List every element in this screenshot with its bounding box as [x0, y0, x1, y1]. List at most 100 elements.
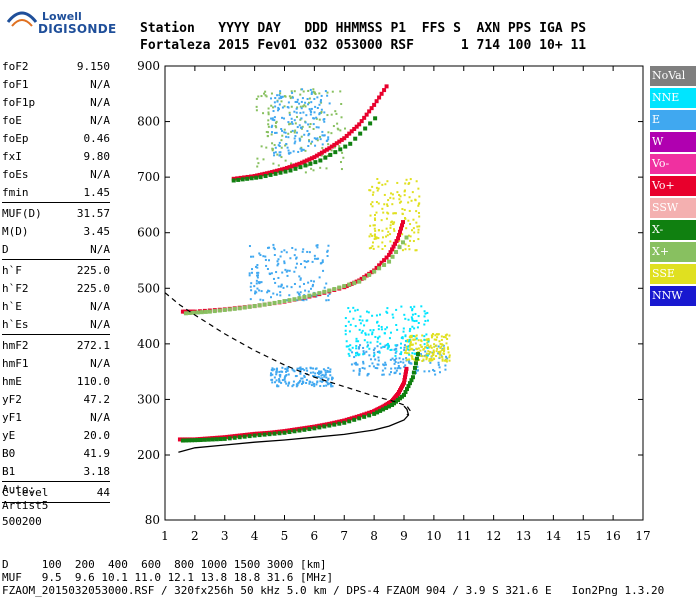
- spread-echo-point: [383, 203, 386, 206]
- spread-echo-point: [310, 294, 313, 297]
- x-tick-label: 4: [251, 529, 259, 543]
- spread-echo-point: [409, 335, 412, 338]
- spread-echo-point: [412, 338, 415, 341]
- spread-echo-point: [272, 277, 275, 280]
- echo-trace-point: [280, 429, 285, 434]
- parameter-value: 9.150: [76, 60, 110, 73]
- spread-echo-point: [362, 353, 365, 356]
- spread-echo-point: [432, 332, 435, 335]
- echo-trace-point: [375, 410, 380, 415]
- spread-echo-point: [423, 338, 426, 341]
- spread-echo-point: [250, 289, 253, 292]
- spread-echo-point: [349, 349, 352, 352]
- spread-echo-point: [277, 108, 280, 111]
- spread-echo-point: [298, 367, 301, 370]
- spread-echo-point: [418, 215, 421, 218]
- parameter-name: D: [2, 243, 9, 256]
- spread-echo-point: [303, 133, 306, 136]
- spread-echo-point: [378, 313, 381, 316]
- spread-echo-point: [274, 281, 277, 284]
- spread-echo-point: [294, 135, 297, 138]
- spread-echo-point: [322, 379, 325, 382]
- spread-echo-point: [369, 358, 372, 361]
- spread-echo-point: [296, 299, 299, 302]
- spread-echo-point: [290, 286, 293, 289]
- spread-echo-point: [441, 358, 444, 361]
- spread-echo-point: [440, 345, 443, 348]
- legend-item-vo-: Vo+: [650, 176, 696, 196]
- spread-echo-point: [323, 286, 326, 289]
- echo-trace-point: [258, 175, 263, 180]
- spread-echo-point: [316, 371, 319, 374]
- spread-echo-point: [270, 272, 273, 275]
- spread-echo-point: [437, 350, 440, 353]
- spread-echo-point: [445, 333, 448, 336]
- echo-trace-point: [347, 417, 352, 422]
- spread-echo-point: [306, 97, 309, 100]
- echo-trace-point: [367, 109, 372, 114]
- spread-echo-point: [358, 319, 361, 322]
- echo-trace-point: [227, 436, 232, 441]
- spread-echo-point: [399, 342, 402, 345]
- echo-trace-point: [250, 432, 255, 437]
- spread-echo-point: [401, 337, 404, 340]
- spread-echo-point: [267, 125, 270, 128]
- spread-echo-point: [432, 349, 435, 352]
- spread-echo-point: [285, 368, 288, 371]
- echo-trace-point: [369, 409, 374, 414]
- echo-trace-point: [304, 158, 309, 163]
- spread-echo-point: [296, 384, 299, 387]
- echo-trace-point: [402, 392, 406, 397]
- echo-trace-point: [284, 428, 289, 433]
- spread-echo-point: [305, 260, 308, 263]
- spread-echo-point: [399, 346, 402, 349]
- spread-echo-point: [395, 350, 398, 353]
- spread-echo-point: [270, 372, 273, 375]
- echo-traces: [177, 84, 420, 443]
- parameter-value: N/A: [90, 96, 110, 109]
- spread-echo-point: [373, 237, 376, 240]
- spread-echo-point: [381, 207, 384, 210]
- echo-trace-point: [292, 297, 297, 302]
- spread-echo-point: [412, 349, 415, 352]
- spread-echo-point: [419, 344, 422, 347]
- spread-echo-point: [307, 101, 310, 104]
- echo-trace-point: [303, 163, 308, 168]
- spread-echo-point: [258, 289, 261, 292]
- spread-echo-point: [301, 148, 304, 151]
- spread-echo-point: [279, 95, 282, 98]
- echo-trace-point: [362, 414, 367, 419]
- spread-echo-point: [320, 154, 323, 157]
- spread-echo-point: [345, 345, 348, 348]
- spread-echo-point: [401, 208, 404, 211]
- spread-echo-point: [380, 219, 383, 222]
- spread-echo-point: [371, 205, 374, 208]
- echo-trace-point: [377, 263, 382, 268]
- echo-trace-point: [359, 276, 364, 281]
- spread-echo-point: [446, 357, 449, 360]
- echo-trace-point: [398, 229, 403, 234]
- echo-trace-point: [287, 430, 292, 435]
- spread-echo-point: [298, 381, 301, 384]
- spread-echo-point: [327, 366, 330, 369]
- parameter-row: h`E N/A: [2, 298, 110, 316]
- spread-echo-point: [254, 265, 257, 268]
- spread-echo-point: [270, 133, 273, 136]
- spread-echo-point: [389, 371, 392, 374]
- spread-echo-point: [255, 97, 258, 100]
- spread-echo-point: [299, 147, 302, 150]
- spread-echo-point: [396, 367, 399, 370]
- spread-echo-point: [313, 117, 316, 120]
- spread-echo-point: [416, 369, 419, 372]
- spread-echo-point: [267, 113, 270, 116]
- parameter-row: foEp 0.46: [2, 130, 110, 148]
- spread-echo-point: [255, 109, 258, 112]
- spread-echo-point: [405, 227, 408, 230]
- parameter-name: foF1: [2, 78, 29, 91]
- spread-echo-point: [328, 370, 331, 373]
- echo-trace-point: [183, 311, 188, 316]
- legend-item-vo-: Vo-: [650, 154, 696, 174]
- spread-echo-point: [373, 353, 376, 356]
- spread-echo-point: [419, 349, 422, 352]
- spread-echo-point: [411, 334, 414, 337]
